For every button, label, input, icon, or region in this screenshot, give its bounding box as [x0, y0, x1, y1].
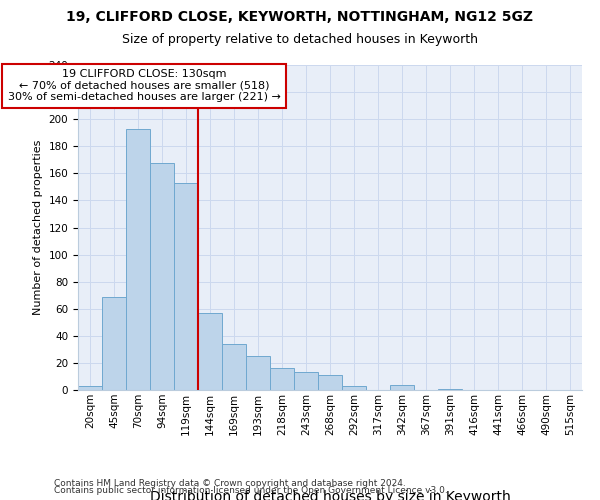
Bar — [102, 296, 126, 390]
Bar — [78, 386, 102, 390]
Bar — [150, 162, 174, 390]
Bar — [270, 368, 294, 390]
Bar — [174, 183, 198, 390]
Text: Contains HM Land Registry data © Crown copyright and database right 2024.: Contains HM Land Registry data © Crown c… — [54, 478, 406, 488]
Y-axis label: Number of detached properties: Number of detached properties — [33, 140, 43, 315]
Bar — [198, 313, 222, 390]
X-axis label: Distribution of detached houses by size in Keyworth: Distribution of detached houses by size … — [149, 490, 511, 500]
Text: Contains public sector information licensed under the Open Government Licence v3: Contains public sector information licen… — [54, 486, 448, 495]
Bar — [342, 386, 366, 390]
Text: 19 CLIFFORD CLOSE: 130sqm
← 70% of detached houses are smaller (518)
30% of semi: 19 CLIFFORD CLOSE: 130sqm ← 70% of detac… — [8, 69, 280, 102]
Bar — [246, 356, 270, 390]
Bar — [438, 388, 462, 390]
Text: Size of property relative to detached houses in Keyworth: Size of property relative to detached ho… — [122, 32, 478, 46]
Bar — [222, 344, 246, 390]
Bar — [318, 375, 342, 390]
Bar — [390, 384, 414, 390]
Text: 19, CLIFFORD CLOSE, KEYWORTH, NOTTINGHAM, NG12 5GZ: 19, CLIFFORD CLOSE, KEYWORTH, NOTTINGHAM… — [67, 10, 533, 24]
Bar — [126, 128, 150, 390]
Bar — [294, 372, 318, 390]
